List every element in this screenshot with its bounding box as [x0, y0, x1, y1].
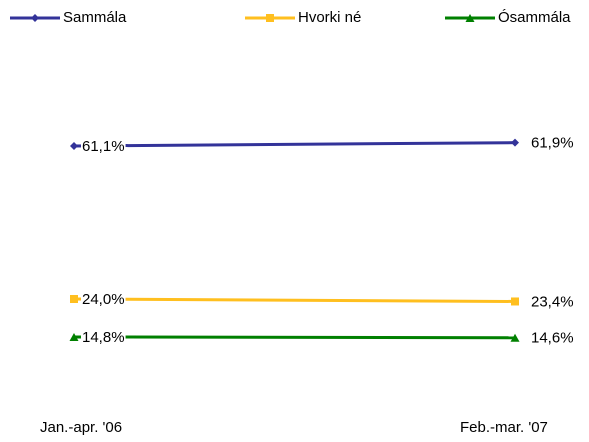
- x-tick-label: Feb.-mar. '07: [460, 419, 548, 436]
- x-tick-label: Jan.-apr. '06: [40, 419, 122, 436]
- data-label: 14,8%: [82, 329, 125, 346]
- series-line: [73, 335, 516, 340]
- legend-marker: [31, 14, 39, 22]
- data-label: 14,6%: [531, 330, 574, 347]
- point-marker: [70, 141, 78, 150]
- point-marker: [510, 333, 520, 342]
- data-label: 24,0%: [82, 291, 125, 308]
- point-marker: [511, 297, 519, 306]
- legend-label: Sammála: [63, 9, 127, 26]
- label-bg: [81, 290, 126, 308]
- series-line: [73, 141, 516, 148]
- legend-marker: [465, 14, 475, 22]
- legend-label: Hvorki né: [298, 9, 361, 26]
- data-label: 61,9%: [531, 135, 574, 152]
- label-bg: [81, 137, 126, 155]
- legend-label: Ósammála: [498, 9, 571, 26]
- legend-marker: [266, 14, 274, 22]
- point-marker: [70, 295, 78, 303]
- data-label: 23,4%: [531, 293, 574, 310]
- data-label: 61,1%: [82, 138, 125, 155]
- series-line: [73, 297, 516, 303]
- point-marker: [69, 332, 79, 341]
- label-bg: [81, 328, 126, 346]
- point-marker: [511, 138, 519, 147]
